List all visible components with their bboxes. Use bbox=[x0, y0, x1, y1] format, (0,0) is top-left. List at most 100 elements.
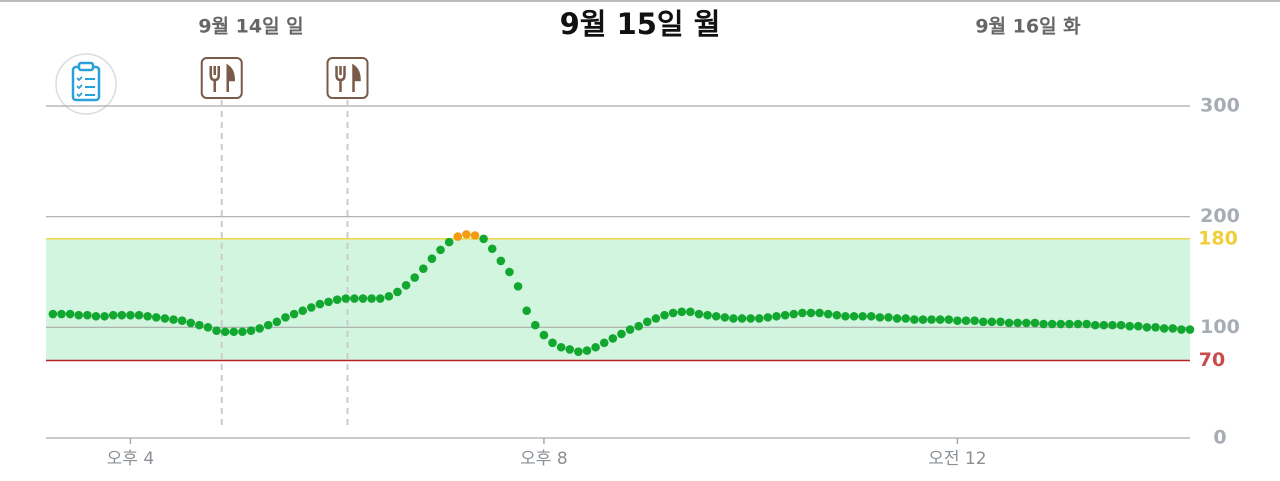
glucose-point bbox=[487, 244, 497, 254]
glucose-point bbox=[953, 316, 962, 325]
glucose-point bbox=[1151, 323, 1160, 332]
glucose-point bbox=[160, 314, 170, 323]
glucose-point bbox=[203, 323, 213, 332]
glucose-point bbox=[815, 308, 824, 318]
glucose-point bbox=[858, 311, 867, 321]
glucose-point bbox=[556, 342, 566, 352]
x-tick-label: 오전 12 bbox=[928, 449, 986, 469]
glucose-point bbox=[83, 310, 92, 320]
glucose-point bbox=[332, 295, 342, 304]
glucose-point bbox=[513, 282, 523, 291]
glucose-point bbox=[686, 307, 695, 317]
glucose-point bbox=[970, 316, 979, 325]
glucose-point bbox=[436, 245, 445, 255]
glucose-point bbox=[798, 308, 807, 318]
glucose-point bbox=[350, 294, 359, 303]
y-tick-label: 200 bbox=[1200, 205, 1240, 227]
y-tick-label: 0 bbox=[1213, 427, 1226, 449]
glucose-point bbox=[703, 310, 712, 320]
meal-icon-knife bbox=[352, 63, 361, 92]
glucose-point bbox=[935, 315, 945, 324]
meal-icon-fork bbox=[335, 66, 346, 92]
meal-icon-frame bbox=[326, 57, 369, 99]
glucose-point bbox=[1004, 318, 1014, 328]
glucose-point bbox=[927, 315, 936, 324]
glucose-point bbox=[453, 232, 463, 241]
glucose-point bbox=[634, 321, 643, 331]
glucose-point bbox=[1030, 318, 1040, 328]
glucose-point bbox=[996, 317, 1005, 327]
glucose-point bbox=[220, 327, 230, 337]
glucose-point bbox=[1056, 319, 1066, 329]
date-label: 9월 15일 월 bbox=[560, 7, 721, 41]
glucose-point bbox=[462, 230, 471, 239]
glucose-point bbox=[186, 318, 196, 328]
glucose-point bbox=[401, 280, 411, 290]
high-threshold-label: 180 bbox=[1198, 227, 1238, 249]
glucose-point bbox=[1047, 319, 1057, 329]
x-tick-label: 오후 8 bbox=[520, 449, 568, 469]
glucose-point bbox=[479, 234, 488, 244]
glucose-point bbox=[522, 306, 531, 316]
glucose-point bbox=[246, 326, 256, 335]
meal-icon[interactable] bbox=[200, 57, 243, 99]
glucose-point bbox=[1177, 325, 1186, 334]
glucose-point bbox=[539, 330, 549, 340]
glucose-point bbox=[918, 315, 928, 324]
glucose-point bbox=[1090, 320, 1100, 330]
glucose-point bbox=[1116, 320, 1126, 330]
glucose-point bbox=[177, 316, 187, 325]
glucose-point bbox=[169, 315, 178, 324]
x-tick-label: 오후 4 bbox=[107, 449, 155, 469]
glucose-point bbox=[780, 310, 790, 320]
glucose-point bbox=[324, 297, 333, 307]
glucose-point bbox=[1099, 320, 1109, 330]
glucose-point bbox=[910, 315, 919, 324]
glucose-point bbox=[505, 267, 514, 277]
glucose-point bbox=[582, 346, 592, 355]
glucose-point bbox=[901, 314, 911, 323]
glucose-point bbox=[375, 294, 385, 303]
glucose-point bbox=[711, 311, 721, 321]
target-range bbox=[46, 238, 1190, 361]
glucose-point bbox=[212, 326, 221, 335]
glucose-point bbox=[668, 308, 678, 318]
glucose-point bbox=[143, 311, 152, 321]
log-button[interactable] bbox=[55, 53, 117, 115]
glucose-point bbox=[565, 345, 575, 354]
glucose-point bbox=[272, 317, 282, 327]
glucose-point bbox=[591, 342, 600, 352]
glucose-point bbox=[91, 311, 101, 321]
glucose-point bbox=[772, 311, 781, 321]
glucose-point bbox=[384, 292, 394, 301]
glucose-point bbox=[117, 310, 127, 320]
glucose-point bbox=[1022, 318, 1031, 328]
glucose-point bbox=[1159, 324, 1169, 333]
glucose-point bbox=[1142, 323, 1152, 332]
glucose-point bbox=[65, 309, 75, 319]
glucose-point bbox=[866, 311, 876, 321]
glucose-point bbox=[651, 314, 661, 323]
glucose-point bbox=[496, 256, 506, 266]
glucose-point bbox=[849, 311, 859, 321]
glucose-point bbox=[875, 313, 885, 322]
glucose-point bbox=[574, 347, 583, 356]
date-label: 9월 16일 화 bbox=[975, 16, 1081, 38]
glucose-point bbox=[341, 294, 351, 303]
glucose-point bbox=[238, 327, 247, 337]
glucose-point bbox=[1013, 318, 1023, 328]
meal-icon-knife bbox=[226, 63, 235, 92]
glucose-point bbox=[978, 317, 988, 327]
glucose-point bbox=[892, 314, 902, 323]
glucose-point bbox=[548, 338, 557, 348]
meal-icon-fork bbox=[209, 66, 220, 92]
glucose-point bbox=[1134, 321, 1143, 331]
glucose-point bbox=[298, 306, 308, 316]
glucose-point bbox=[289, 309, 299, 319]
glucose-point bbox=[599, 338, 609, 348]
glucose-point bbox=[1065, 319, 1074, 329]
meal-icon[interactable] bbox=[326, 57, 369, 99]
glucose-point bbox=[1125, 321, 1134, 331]
glucose-point bbox=[841, 311, 850, 321]
